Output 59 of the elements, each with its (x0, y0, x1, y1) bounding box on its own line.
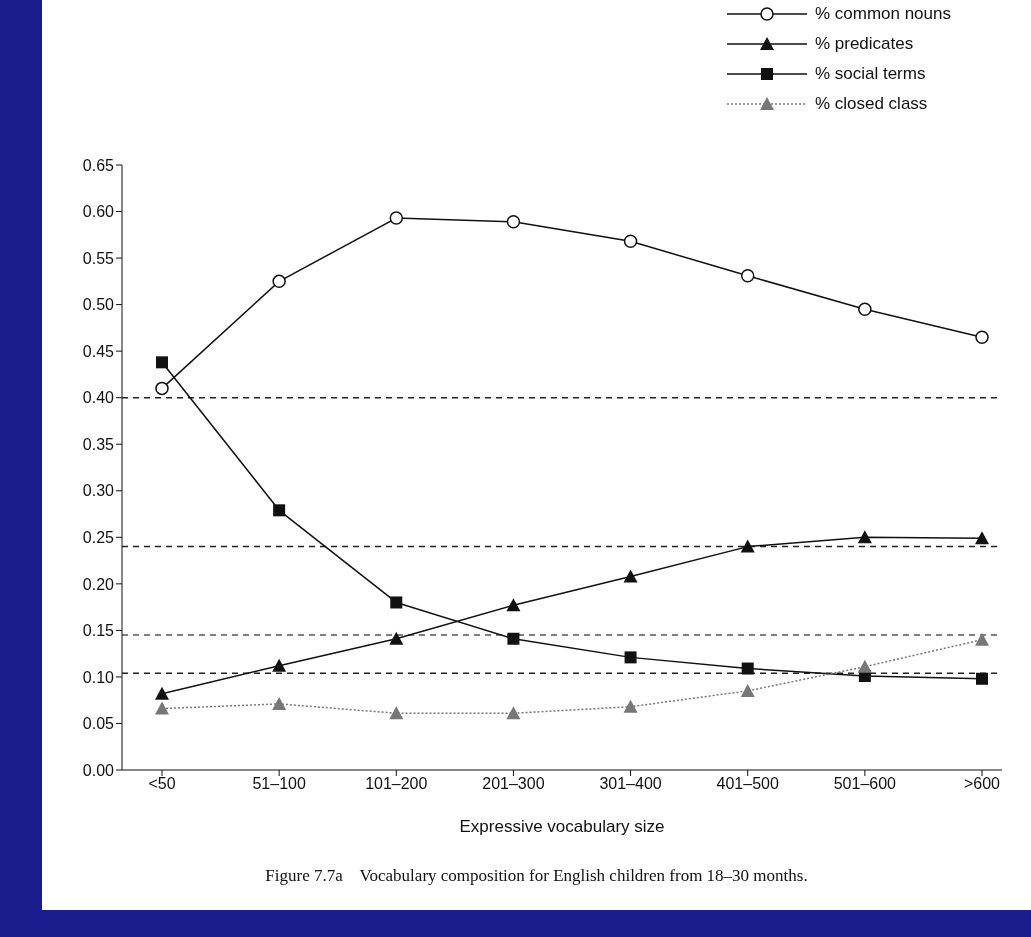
y-tick-label: 0.20 (82, 575, 115, 593)
point (624, 651, 637, 664)
point (272, 696, 287, 710)
y-tick-label: 0.60 (82, 203, 115, 221)
x-axis-title: Expressive vocabulary size (459, 817, 665, 836)
y-tick-label: 0.55 (82, 249, 115, 267)
y-tick-label: 0.40 (82, 389, 115, 407)
y-tick-label: 0.15 (82, 622, 115, 640)
point (623, 234, 638, 249)
point (506, 598, 521, 612)
x-tick-label: 201–300 (482, 775, 545, 793)
point (272, 658, 287, 672)
x-tick-label: 101–200 (365, 775, 428, 793)
point (623, 569, 638, 583)
point (858, 302, 872, 317)
y-tick-label: 0.00 (82, 761, 115, 779)
caption: Figure 7.7a Vocabulary composition for English children from 18–30 months. (264, 866, 809, 886)
point (389, 631, 404, 645)
y-tick-label: 0.25 (82, 528, 115, 546)
point (975, 531, 989, 545)
point (507, 632, 520, 645)
x-tick-label: 501–600 (833, 775, 897, 793)
point (740, 683, 755, 697)
point (389, 211, 404, 225)
point (857, 530, 872, 544)
point (155, 686, 169, 700)
point (623, 699, 638, 713)
y-tick-label: 0.45 (82, 342, 115, 360)
point (857, 659, 872, 673)
legend-label: % common nouns (814, 4, 951, 24)
legend-label: % social terms (814, 64, 926, 84)
point (272, 274, 286, 289)
y-tick-label: 0.65 (82, 156, 115, 174)
point (506, 706, 521, 720)
x-tick-label: <50 (148, 775, 176, 793)
x-tick-label: 401–500 (716, 775, 779, 793)
point (273, 504, 286, 517)
point (741, 662, 754, 675)
point (740, 269, 755, 283)
point (390, 596, 403, 609)
point (155, 381, 169, 396)
point (389, 706, 404, 720)
x-tick-label: >600 (963, 775, 1001, 793)
point (740, 539, 755, 553)
y-tick-label: 0.10 (82, 668, 115, 686)
point (976, 672, 988, 685)
y-tick-label: 0.35 (82, 435, 115, 453)
y-tick-label: 0.50 (82, 296, 115, 314)
y-tick-label: 0.30 (82, 482, 115, 500)
point (506, 215, 521, 229)
point (975, 632, 989, 646)
y-tick-label: 0.05 (82, 715, 115, 733)
point (975, 330, 989, 344)
legend-label: % predicates (814, 34, 914, 54)
point (156, 356, 168, 369)
x-tick-label: 301–400 (599, 775, 662, 793)
legend-label: % closed class (814, 94, 928, 114)
x-tick-label: 51–100 (252, 775, 306, 793)
point (155, 701, 169, 715)
